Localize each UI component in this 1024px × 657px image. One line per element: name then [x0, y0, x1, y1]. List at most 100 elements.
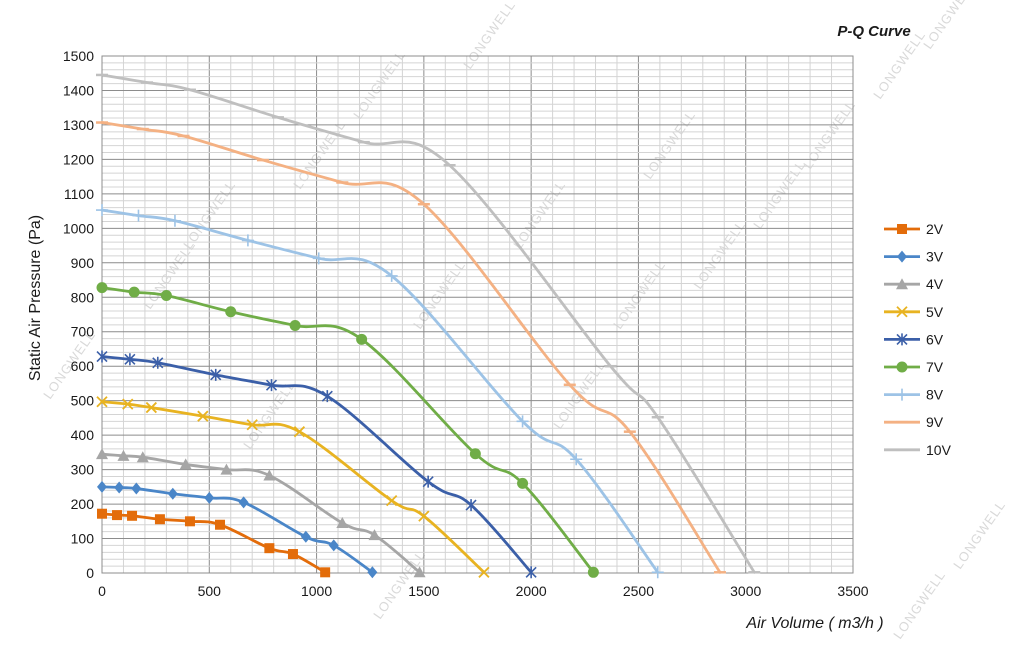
legend-item-2V: 2V [884, 221, 944, 237]
y-axis-ticks: 0 100 200 300 400 500 600 700 800 900 1000 1100 1200… [63, 48, 94, 581]
data-point-6V [152, 356, 164, 369]
watermark-text: LONGWELL [350, 47, 408, 121]
x-tick-label: 2500 [623, 583, 654, 599]
legend-label: 10V [926, 442, 952, 458]
y-tick-label: 1400 [63, 82, 94, 98]
data-point-6V [465, 499, 477, 512]
y-tick-label: 1000 [63, 220, 94, 236]
watermark-text: LONGWELL [410, 257, 468, 331]
data-point-5V [145, 401, 157, 414]
watermark-text: LONGWELL [750, 157, 808, 231]
series-line-10V [100, 73, 756, 574]
legend-label: 4V [926, 276, 944, 292]
series-line-9V [100, 121, 722, 574]
legend: 2V 3V 4V 5V 6V 7V 8V 9V 10V [884, 221, 952, 458]
x-axis-title: Air Volume ( m3/h ) [745, 615, 883, 632]
data-point-8V [168, 214, 181, 227]
legend-label: 7V [926, 359, 944, 375]
y-tick-label: 0 [86, 565, 94, 581]
x-tick-label: 1000 [301, 583, 332, 599]
data-point-3V [300, 530, 311, 543]
x-tick-label: 500 [198, 583, 222, 599]
data-point-2V [320, 567, 331, 578]
data-point-4V [117, 449, 130, 461]
y-axis-title: Static Air Pressure (Pa) [27, 215, 44, 381]
series-line-8V [100, 208, 660, 574]
grid [101, 55, 854, 574]
legend-swatch-marker [896, 306, 908, 318]
x-tick-label: 2000 [516, 583, 547, 599]
data-point-4V [96, 448, 108, 460]
data-point-7V [469, 448, 481, 460]
y-tick-label: 300 [71, 462, 95, 478]
series-lines [96, 73, 761, 579]
series-8V [96, 204, 664, 579]
y-tick-label: 1100 [64, 186, 94, 202]
series-line-2V [100, 512, 327, 574]
series-3V [97, 480, 378, 579]
legend-swatch-marker [896, 361, 908, 373]
data-point-8V [241, 234, 254, 247]
x-tick-label: 1500 [408, 583, 439, 599]
data-point-7V [356, 333, 368, 345]
data-point-3V [204, 491, 215, 504]
y-tick-label: 900 [71, 255, 95, 271]
data-point-8V [651, 566, 664, 579]
series-line-7V [100, 286, 595, 574]
series-10V [96, 73, 761, 574]
data-point-4V [136, 451, 149, 463]
data-point-4V [336, 517, 349, 529]
data-point-7V [289, 320, 301, 332]
data-point-5V [293, 426, 306, 438]
x-axis-ticks: 0 500 1000 1500 2000 2500 3000 3500 [98, 583, 869, 599]
y-tick-label: 500 [71, 393, 95, 409]
data-point-2V [287, 549, 298, 560]
watermark-text: LONGWELL [890, 567, 948, 641]
data-point-6V [124, 353, 136, 366]
data-point-7V [128, 286, 140, 298]
legend-item-8V: 8V [884, 387, 944, 403]
watermark-text: LONGWELL [800, 97, 858, 171]
legend-item-10V: 10V [884, 442, 952, 458]
legend-swatch-marker [896, 388, 908, 401]
y-tick-label: 1200 [63, 151, 94, 167]
data-point-3V [367, 566, 378, 579]
data-point-2V [264, 543, 275, 554]
data-point-5V [418, 510, 430, 522]
data-point-4V [413, 566, 426, 578]
series-7V [96, 282, 599, 578]
data-point-4V [263, 469, 276, 481]
legend-label: 9V [926, 414, 944, 430]
data-point-3V [114, 481, 125, 494]
data-point-5V [478, 566, 490, 578]
series-line-5V [100, 400, 486, 574]
series-5V [96, 396, 490, 578]
legend-swatch-marker [897, 224, 907, 234]
data-point-7V [517, 477, 529, 489]
data-point-3V [238, 496, 249, 509]
x-tick-label: 3000 [730, 583, 761, 599]
y-tick-label: 100 [71, 531, 95, 547]
y-tick-label: 600 [71, 358, 95, 374]
y-tick-label: 700 [71, 324, 95, 340]
y-tick-label: 200 [71, 496, 95, 512]
data-point-3V [131, 482, 142, 495]
series-9V [96, 121, 726, 574]
watermark-text: LONGWELL [950, 497, 1008, 571]
legend-item-5V: 5V [884, 304, 944, 320]
data-point-5V [122, 398, 134, 410]
legend-label: 5V [926, 304, 944, 320]
data-point-6V [422, 475, 434, 488]
data-point-2V [154, 514, 165, 525]
y-tick-label: 400 [71, 427, 95, 443]
series-line-4V [100, 452, 421, 574]
data-point-4V [220, 463, 233, 475]
data-point-7V [160, 290, 172, 302]
data-point-5V [96, 396, 108, 408]
watermark-text: LONGWELL [920, 0, 978, 52]
data-point-3V [97, 480, 107, 493]
y-tick-label: 800 [71, 289, 95, 305]
data-point-7V [96, 282, 108, 294]
legend-swatch-marker [896, 278, 908, 290]
